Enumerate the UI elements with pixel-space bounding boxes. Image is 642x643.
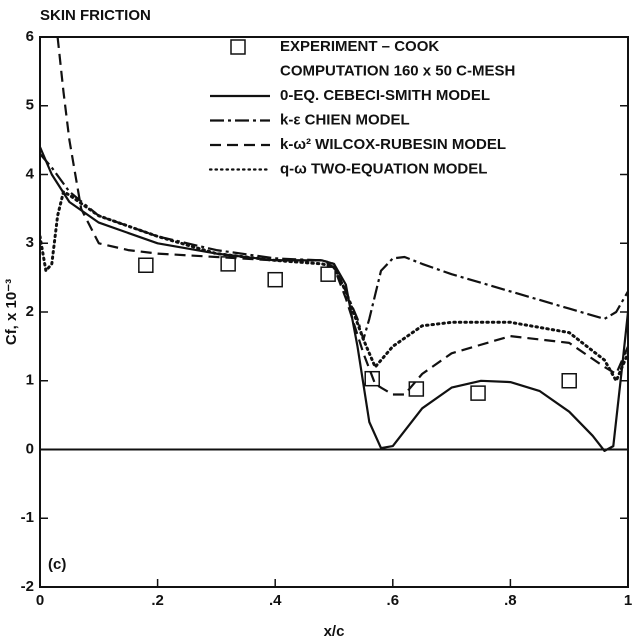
- chart-title: SKIN FRICTION: [40, 7, 151, 24]
- series-line: [40, 146, 628, 452]
- series-line: [56, 37, 628, 396]
- legend-title: COMPUTATION 160 x 50 C-MESH: [280, 62, 515, 79]
- y-tick-label: 3: [26, 234, 34, 251]
- legend-label: EXPERIMENT – COOK: [280, 38, 439, 55]
- series-line: [40, 153, 628, 341]
- data-point: [561, 373, 577, 389]
- y-tick-label: 0: [26, 440, 34, 457]
- y-tick-label: 2: [26, 303, 34, 320]
- y-tick-label: 1: [26, 372, 34, 389]
- y-axis-label: Cf, x 10⁻³: [3, 279, 20, 345]
- legend-label: 0-EQ. CEBECI-SMITH MODEL: [280, 87, 490, 104]
- x-tick-label: 1: [624, 592, 632, 609]
- legend-label: k-ε CHIEN MODEL: [280, 111, 410, 128]
- annotation: (c): [48, 556, 66, 573]
- legend-label: k-ω² WILCOX-RUBESIN MODEL: [280, 136, 506, 153]
- series-line: [40, 190, 628, 383]
- y-tick-label: 5: [26, 97, 34, 114]
- legend-symbol: [230, 39, 246, 55]
- data-point: [267, 271, 283, 288]
- x-tick-label: .6: [387, 592, 400, 609]
- legend-label: q-ω TWO-EQUATION MODEL: [280, 160, 487, 177]
- plot-area: [40, 37, 628, 452]
- x-tick-label: .2: [151, 592, 164, 609]
- data-point: [138, 257, 154, 273]
- y-tick-label: -2: [21, 578, 34, 595]
- x-tick-label: 0: [36, 592, 44, 609]
- x-tick-label: .8: [504, 592, 517, 609]
- y-tick-label: 6: [26, 28, 34, 45]
- x-tick-label: .4: [269, 592, 282, 609]
- data-point: [470, 385, 486, 401]
- y-tick-label: -1: [21, 509, 34, 526]
- data-point: [408, 381, 425, 397]
- data-point: [320, 266, 336, 282]
- x-axis-label: x/c: [324, 623, 345, 640]
- y-tick-label: 4: [26, 165, 35, 182]
